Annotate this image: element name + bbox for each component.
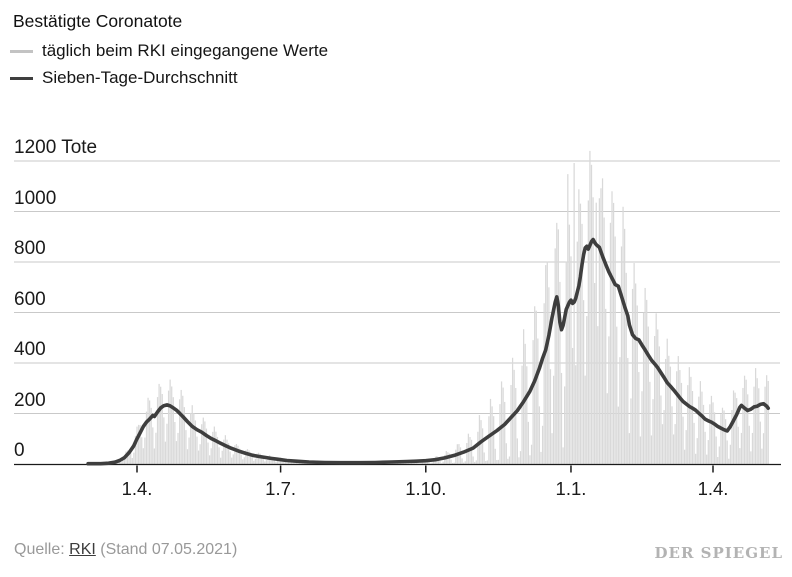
- gridlines: [14, 160, 780, 414]
- y-axis-label: 200: [14, 389, 46, 411]
- source-suffix: (Stand 07.05.2021): [100, 541, 238, 558]
- legend-label-average: Sieben-Tage-Durchschnitt: [42, 68, 238, 87]
- x-axis-label: 1.7.: [265, 478, 297, 499]
- legend-label-daily: täglich beim RKI eingegangene Werte: [42, 41, 329, 60]
- x-axis-label: 1.1.: [555, 478, 587, 499]
- x-axis-label: 1.10.: [405, 478, 447, 499]
- y-axis-label: 0: [14, 440, 25, 461]
- legend-item-daily: täglich beim RKI eingegangene Werte: [10, 40, 328, 62]
- legend-swatch-daily-icon: [10, 49, 33, 53]
- tick-marks: [136, 465, 714, 473]
- x-axis-label: 1.4.: [121, 478, 153, 499]
- chart-title: Bestätigte Coronatote: [13, 11, 183, 31]
- y-axis-label: 1000: [14, 187, 57, 209]
- y-axis-label: 1200 Tote: [14, 137, 98, 158]
- y-axis-label: 600: [14, 288, 46, 310]
- y-axis-label: 400: [14, 339, 46, 360]
- avg-line: [86, 237, 770, 466]
- x-axis-label: 1.4.: [697, 478, 729, 499]
- source-note: Quelle: RKI (Stand 07.05.2021): [14, 541, 237, 559]
- source-label: Quelle:: [14, 541, 65, 558]
- legend-item-average: Sieben-Tage-Durchschnitt: [10, 67, 238, 89]
- daily-bars: [87, 150, 769, 465]
- y-axis-label: 800: [14, 238, 46, 259]
- source-link[interactable]: RKI: [69, 541, 96, 558]
- legend-swatch-average-icon: [10, 76, 33, 80]
- brand-logo: DER SPIEGEL: [654, 544, 783, 562]
